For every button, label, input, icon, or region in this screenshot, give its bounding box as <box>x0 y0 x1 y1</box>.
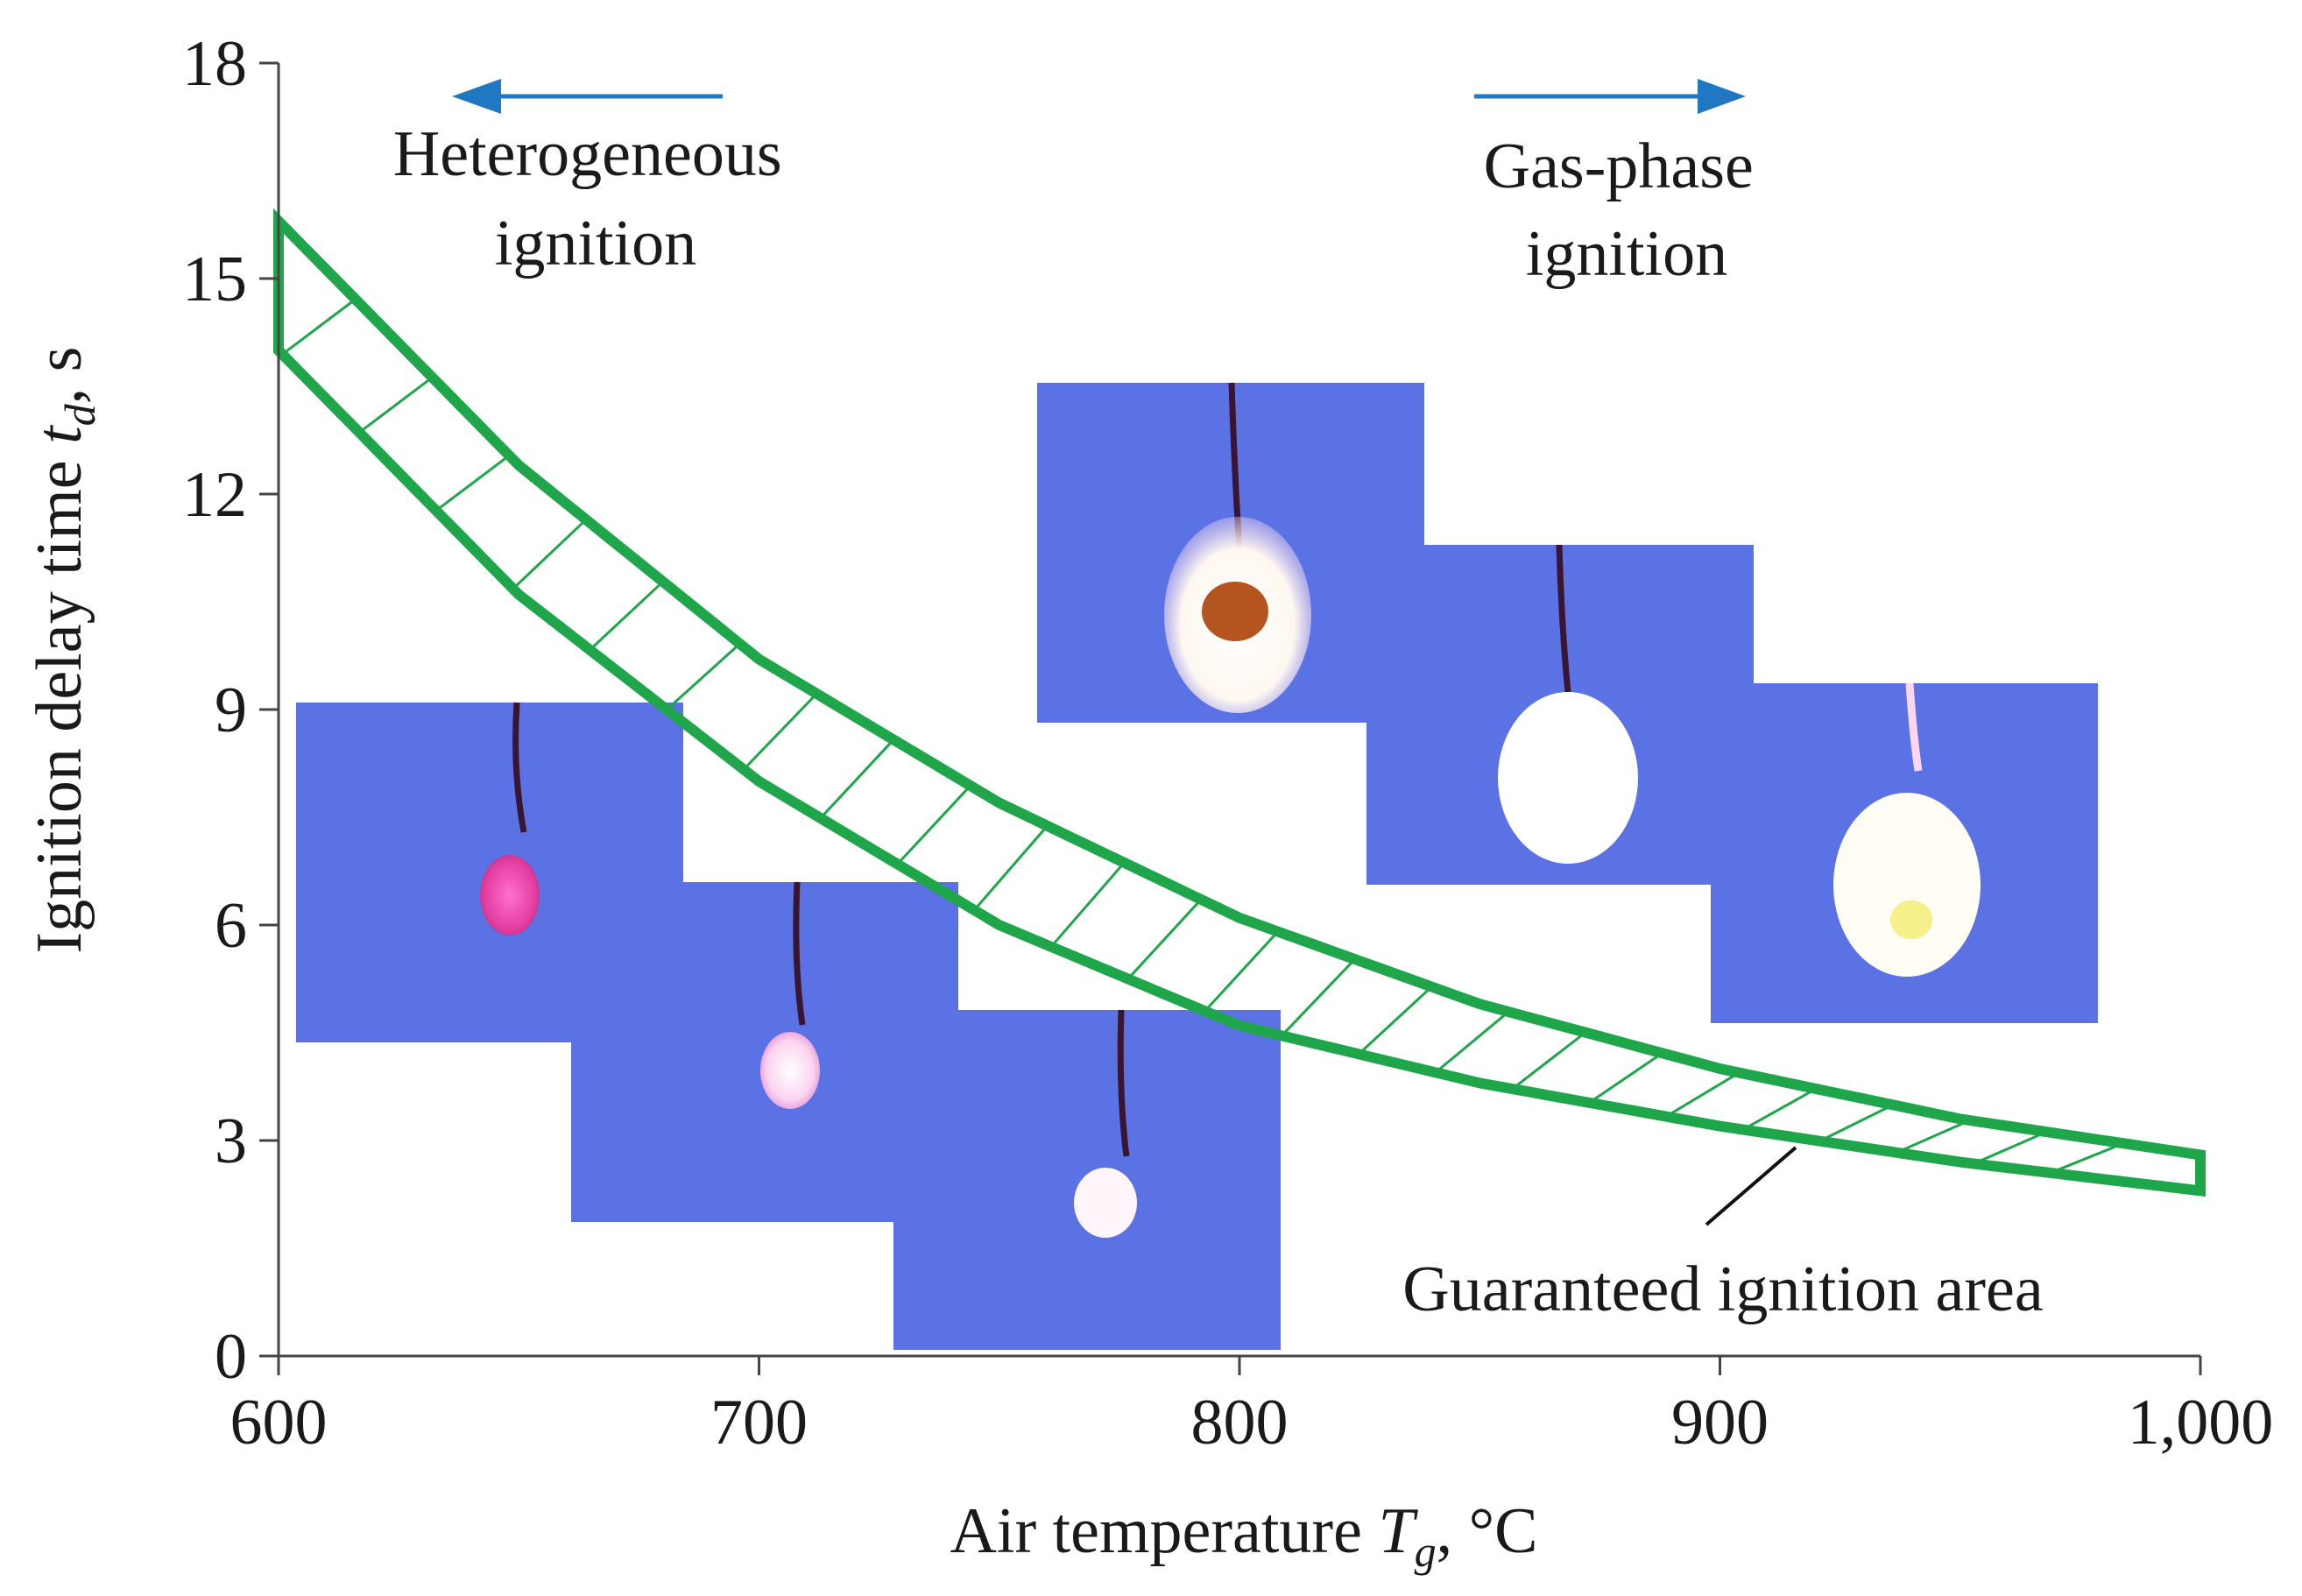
area-leader-line <box>1705 1146 1797 1226</box>
band-hatch-line <box>666 642 741 711</box>
y-axis-ticks: 0 3 6 9 12 15 18 <box>182 28 279 1393</box>
y-tick-label: 12 <box>182 459 247 531</box>
y-axis-title: Ignition delay time td, s <box>24 347 104 954</box>
band-hatch-line <box>973 824 1049 911</box>
band-hatching <box>281 298 2124 1175</box>
x-tick-label: 900 <box>1671 1387 1769 1458</box>
heterogeneous-annotation: Heterogeneous ignition <box>393 79 798 279</box>
x-tick-label: 1,000 <box>2128 1387 2274 1458</box>
band-hatch-line <box>589 580 664 652</box>
band-hatch-line <box>435 454 511 512</box>
photo-gas-phase-3 <box>1711 682 2098 1023</box>
photo-gas-phase-2 <box>1366 544 1754 885</box>
gas-phase-label: Gas-phase ignition <box>1484 131 1770 290</box>
y-tick-label: 9 <box>215 674 247 746</box>
band-hatch-line <box>1588 1052 1663 1105</box>
band-hatch-line <box>1665 1071 1741 1118</box>
heterogeneous-label: Heterogeneous ignition <box>393 118 798 279</box>
band-hatch-line <box>819 738 895 820</box>
band-hatch-line <box>1126 898 1203 980</box>
photo-gas-phase-1 <box>1037 382 1424 723</box>
band-hatch-line <box>742 692 818 771</box>
axes: 600 700 800 900 1,000 0 3 6 9 12 15 18 <box>182 28 2273 1458</box>
y-tick-label: 18 <box>182 28 247 100</box>
band-hatch-line <box>1281 957 1356 1037</box>
band-hatch-line <box>1818 1103 1894 1142</box>
band-hatch-line <box>1896 1119 1971 1155</box>
band-hatch-line <box>358 376 434 434</box>
band-hatch-line <box>512 519 588 590</box>
gas-phase-annotation: Gas-phase ignition <box>1474 79 1770 290</box>
left-arrow-icon <box>452 79 723 114</box>
ignition-photos <box>296 382 2098 1350</box>
x-axis-ticks: 600 700 800 900 1,000 <box>230 1356 2274 1458</box>
band-hatch-line <box>281 298 357 356</box>
area-annotation: Guaranteed ignition area <box>1402 1146 2044 1325</box>
band-hatch-line <box>1358 985 1433 1056</box>
ignition-band <box>273 208 2206 1197</box>
band-hatch-line <box>1742 1087 1817 1131</box>
band-hatch-line <box>1049 861 1126 948</box>
x-tick-label: 800 <box>1191 1387 1289 1458</box>
band-hatch-line <box>1511 1031 1586 1091</box>
y-tick-label: 15 <box>182 244 247 315</box>
band-hatch-line <box>1973 1130 2048 1165</box>
photo-heterogeneous-1 <box>296 702 683 1042</box>
y-tick-label: 6 <box>215 890 247 962</box>
x-tick-label: 600 <box>230 1387 328 1458</box>
band-hatch-line <box>1204 930 1279 1013</box>
area-label: Guaranteed ignition area <box>1402 1253 2043 1325</box>
x-axis-title: Air temperature Tg, °C <box>950 1495 1537 1576</box>
right-arrow-icon <box>1474 79 1746 114</box>
band-hatch-line <box>896 784 971 865</box>
band-hatch-line <box>2050 1141 2124 1175</box>
y-tick-label: 0 <box>215 1321 247 1393</box>
photo-heterogeneous-3 <box>893 1009 1281 1350</box>
band-outline <box>273 208 2206 1197</box>
x-tick-label: 700 <box>710 1387 808 1458</box>
band-hatch-line <box>1434 1010 1510 1074</box>
y-tick-label: 3 <box>215 1105 247 1177</box>
